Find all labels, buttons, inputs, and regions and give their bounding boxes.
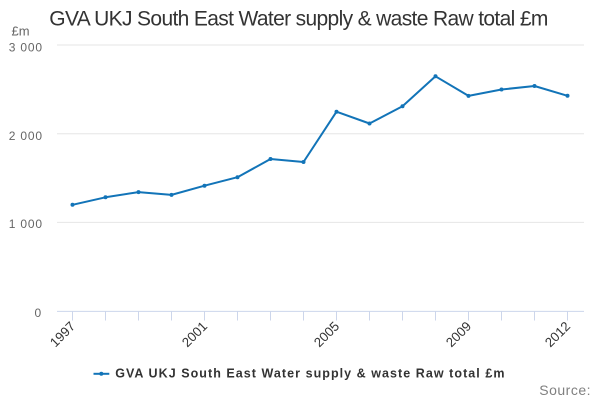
svg-text:£m: £m [12,24,30,39]
svg-text:Source:: Source: [539,382,591,398]
svg-text:2 000: 2 000 [9,129,43,143]
svg-text:1 000: 1 000 [9,217,43,231]
svg-text:GVA UKJ South East Water suppl: GVA UKJ South East Water supply & waste … [49,7,548,30]
svg-text:3 000: 3 000 [9,40,43,54]
svg-text:GVA UKJ South East Water suppl: GVA UKJ South East Water supply & waste … [115,367,505,381]
svg-text:0: 0 [35,306,42,320]
